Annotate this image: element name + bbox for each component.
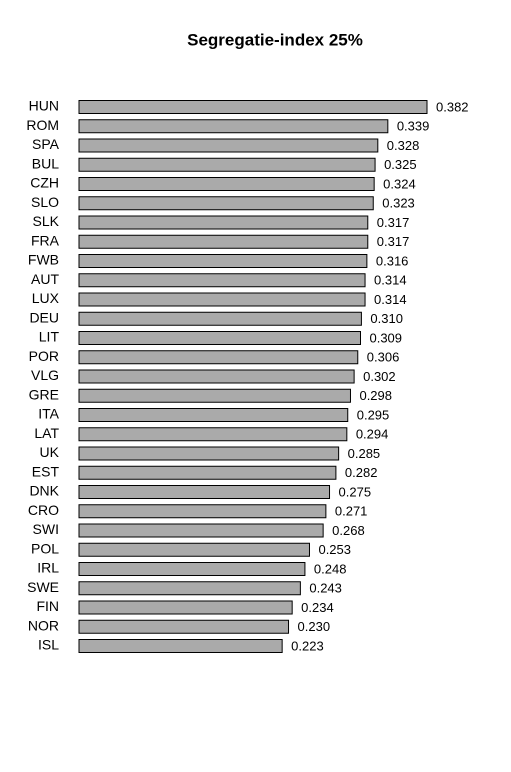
bar [78,446,340,461]
bar [78,350,359,365]
bar [78,388,351,403]
value-label: 0.285 [348,446,381,461]
category-label: BUL [32,155,59,171]
value-label: 0.268 [332,523,365,538]
value-label: 0.271 [335,504,368,519]
value-label: 0.317 [377,234,410,249]
bar [78,465,337,480]
category-label: LAT [34,425,59,441]
value-label: 0.253 [318,542,351,557]
value-label: 0.234 [301,600,334,615]
category-label: AUT [31,271,59,287]
bar [78,177,375,191]
bar [78,138,379,153]
category-label: GRE [29,386,59,402]
value-label: 0.243 [309,581,342,596]
category-label: SLO [31,194,59,210]
category-label: FIN [36,598,59,614]
bar [78,485,331,499]
bar [78,562,306,576]
category-label: CRO [28,502,59,518]
category-label: LIT [39,329,60,345]
value-label: 0.328 [387,138,420,153]
category-label: DNK [29,483,59,499]
category-label: NOR [28,617,59,633]
bar [78,619,290,634]
chart-title: Segregatie-index 25% [187,30,363,49]
bar [78,523,324,538]
value-label: 0.248 [314,561,347,576]
category-label: SPA [32,136,60,152]
bar [78,369,355,384]
value-label: 0.317 [377,215,410,230]
bar [78,292,366,307]
category-label: ISL [38,637,59,653]
bar [78,504,327,519]
category-label: UK [40,444,60,460]
category-label: DEU [29,309,59,325]
category-label: LUX [32,290,60,306]
category-label: EST [32,463,60,479]
category-label: SLK [33,213,60,229]
category-label: ITA [38,406,59,422]
bar [78,100,428,114]
value-label: 0.314 [374,292,407,307]
value-label: 0.325 [384,157,417,172]
value-label: 0.314 [374,273,407,288]
value-label: 0.339 [397,119,430,134]
value-label: 0.295 [357,407,390,422]
value-label: 0.282 [345,465,378,480]
value-label: 0.309 [369,330,402,345]
bar [78,254,368,268]
category-label: FRA [31,232,60,248]
value-label: 0.323 [382,196,415,211]
value-label: 0.294 [356,427,389,442]
bar [78,157,376,172]
category-label: SWI [33,521,59,537]
value-label: 0.316 [376,253,409,268]
bar [78,639,283,653]
category-label: IRL [37,560,59,576]
bar [78,600,293,615]
bar [78,273,366,288]
category-label: HUN [29,98,59,114]
category-label: FWB [28,252,59,268]
value-label: 0.310 [370,311,403,326]
category-label: POL [31,540,59,556]
bar [78,119,389,134]
category-label: CZH [30,175,59,191]
value-label: 0.306 [367,350,400,365]
category-label: SWE [27,579,59,595]
value-label: 0.382 [436,99,469,114]
value-label: 0.223 [291,638,324,653]
bar [78,311,362,326]
bar [78,408,349,422]
category-label: VLG [31,367,59,383]
category-label: ROM [26,117,59,133]
category-label: POR [29,348,59,364]
value-label: 0.324 [383,176,416,191]
bar [78,196,374,211]
value-label: 0.298 [359,388,392,403]
bar [78,331,361,345]
bar [78,234,369,249]
bar [78,581,301,596]
value-label: 0.302 [363,369,396,384]
bar [78,427,348,442]
bar [78,215,369,230]
bar [78,542,310,557]
value-label: 0.230 [298,619,331,634]
value-label: 0.275 [339,484,372,499]
